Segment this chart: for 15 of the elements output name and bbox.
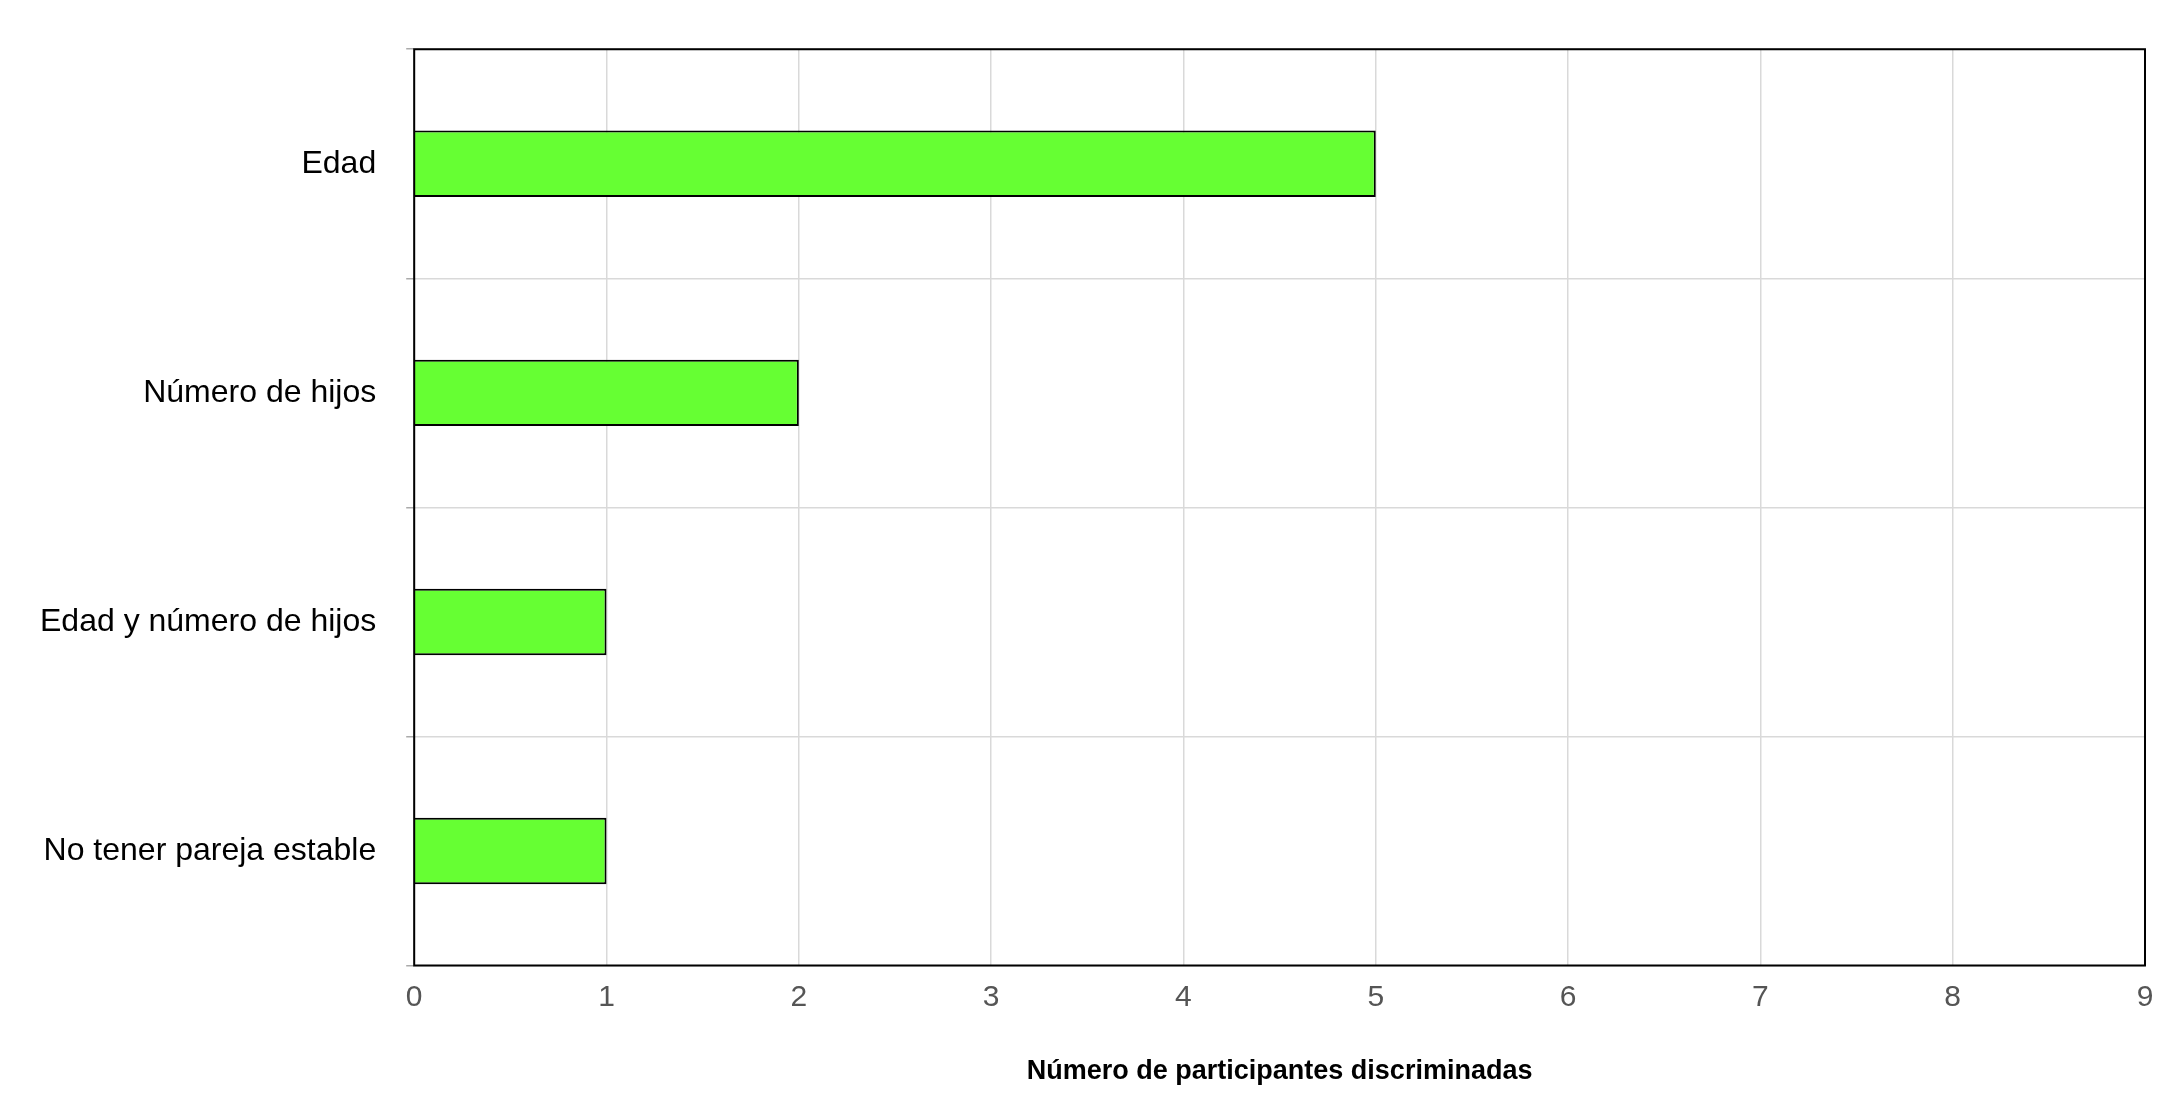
x-tick-label: 1 [598, 978, 615, 1012]
x-tick-label: 7 [1752, 978, 1769, 1012]
x-tick-label: 2 [790, 978, 808, 1012]
y-tick-label: Edad y número de hijos [40, 601, 377, 638]
x-tick-label: 4 [1175, 978, 1192, 1012]
x-tick-label: 8 [1944, 978, 1962, 1012]
x-tick-label: 5 [1367, 978, 1385, 1012]
y-tick-label: Edad [301, 143, 377, 180]
x-tick-label: 6 [1559, 978, 1577, 1012]
x-tick-label: 0 [405, 978, 423, 1012]
x-tick-label: 9 [2136, 978, 2154, 1012]
y-tick-label: Número de hijos [143, 372, 377, 409]
x-tick-label: 3 [982, 978, 1000, 1012]
y-tick-label: No tener pareja estable [43, 830, 377, 867]
x-axis-title: Número de participantes discriminadas [1026, 1055, 1533, 1086]
